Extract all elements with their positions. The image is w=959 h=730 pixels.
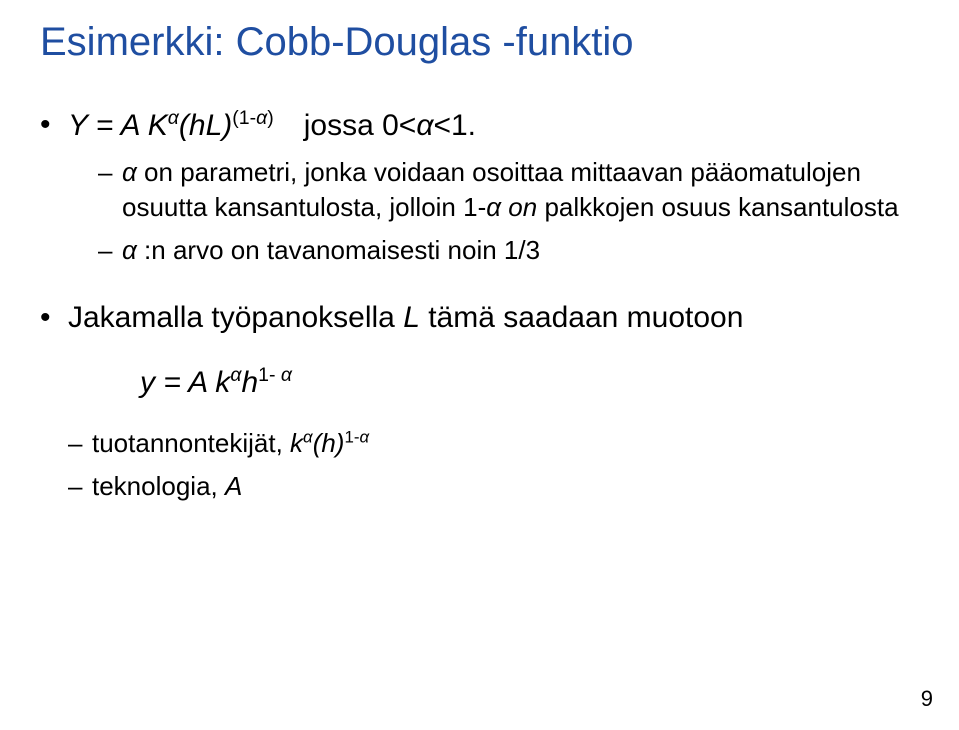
sub-1a: α on parametri, jonka voidaan osoittaa m… bbox=[98, 155, 919, 225]
bullet-1-text: Y = A Kα(hL)(1-α) jossa 0<α<1. bbox=[68, 109, 476, 142]
sub-1b: α :n arvo on tavanomaisesti noin 1/3 bbox=[98, 233, 919, 268]
bullet-2: Jakamalla työpanoksella L tämä saadaan m… bbox=[40, 298, 919, 339]
bullet-2-text: Jakamalla työpanoksella L tämä saadaan m… bbox=[68, 301, 743, 334]
bullet-1-sublist: α on parametri, jonka voidaan osoittaa m… bbox=[98, 155, 919, 268]
slide-title: Esimerkki: Cobb-Douglas -funktio bbox=[40, 20, 919, 65]
bullet-2-sublist-wrap: tuotannontekijät, kα(h)1-α teknologia, A bbox=[68, 426, 919, 504]
bullet-list: Y = A Kα(hL)(1-α) jossa 0<α<1. α on para… bbox=[40, 105, 919, 268]
sub-2b: teknologia, A bbox=[68, 469, 919, 504]
equation: y = A kαh1- α bbox=[140, 364, 919, 400]
bullet-1: Y = A Kα(hL)(1-α) jossa 0<α<1. α on para… bbox=[40, 105, 919, 268]
slide: Esimerkki: Cobb-Douglas -funktio Y = A K… bbox=[0, 0, 959, 730]
bullet-2-sublist: tuotannontekijät, kα(h)1-α teknologia, A bbox=[68, 426, 919, 504]
bullet-2-subwrap: tuotannontekijät, kα(h)1-α teknologia, A bbox=[68, 426, 919, 504]
page-number: 9 bbox=[921, 686, 933, 712]
sub-2a: tuotannontekijät, kα(h)1-α bbox=[68, 426, 919, 461]
bullet-list-2: Jakamalla työpanoksella L tämä saadaan m… bbox=[40, 298, 919, 339]
